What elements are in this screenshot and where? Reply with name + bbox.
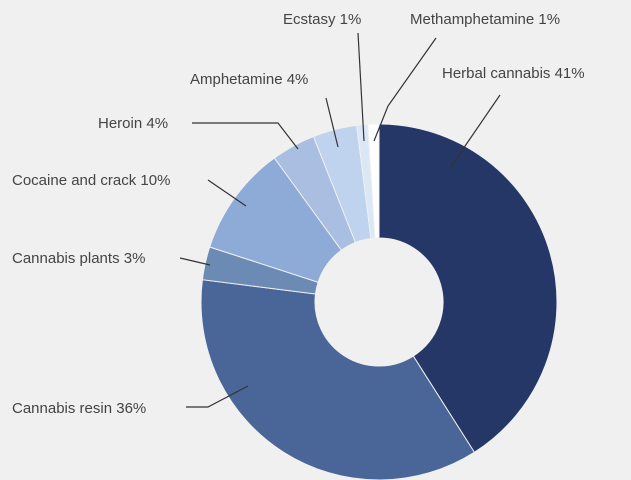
slice-label: Cannabis plants 3% <box>12 250 145 267</box>
slice-label: Heroin 4% <box>98 115 168 132</box>
slice-label: Cannabis resin 36% <box>12 400 146 417</box>
leader-line <box>207 179 247 207</box>
leader-line <box>373 37 437 142</box>
slice-label: Methamphetamine 1% <box>410 11 560 28</box>
leader-line <box>186 385 249 408</box>
leader-line <box>449 94 501 169</box>
labels-group: Herbal cannabis 41% Cannabis resin 36% Can… <box>12 11 585 417</box>
slice-label: Ecstasy 1% <box>283 11 361 28</box>
slice-methamphetamine <box>367 123 380 239</box>
slice-label: Cocaine and crack 10% <box>12 172 170 189</box>
slice-herbal-cannabis <box>378 123 558 453</box>
leader-lines-group <box>179 32 501 408</box>
leader-line <box>179 257 211 266</box>
slice-label: Herbal cannabis 41% <box>442 65 585 82</box>
leader-line <box>325 97 339 148</box>
leader-line <box>192 122 299 150</box>
leader-line <box>357 32 365 142</box>
slices-group <box>200 123 558 480</box>
slice-label: Amphetamine 4% <box>190 71 308 88</box>
